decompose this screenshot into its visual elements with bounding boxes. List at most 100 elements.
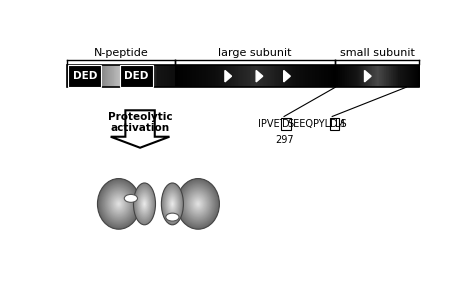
Bar xyxy=(393,65,394,87)
Bar xyxy=(153,65,155,87)
Bar xyxy=(385,65,386,87)
Bar xyxy=(382,65,383,87)
Bar xyxy=(412,65,413,87)
Bar xyxy=(295,65,297,87)
Bar xyxy=(396,65,397,87)
Bar xyxy=(263,65,264,87)
Bar xyxy=(303,65,304,87)
Bar xyxy=(218,65,219,87)
Bar xyxy=(236,65,238,87)
Ellipse shape xyxy=(140,195,149,213)
Bar xyxy=(351,65,352,87)
Bar xyxy=(270,65,271,87)
Ellipse shape xyxy=(144,203,145,205)
Bar xyxy=(276,65,278,87)
Bar xyxy=(116,65,118,87)
Ellipse shape xyxy=(191,195,206,213)
Ellipse shape xyxy=(196,201,200,206)
Bar xyxy=(134,65,136,87)
Bar xyxy=(362,65,363,87)
Circle shape xyxy=(124,194,137,202)
Bar xyxy=(201,65,203,87)
Ellipse shape xyxy=(163,185,182,223)
Bar xyxy=(353,65,354,87)
Bar xyxy=(179,65,181,87)
Text: DED: DED xyxy=(73,71,97,81)
Bar xyxy=(152,65,154,87)
Bar xyxy=(148,65,149,87)
Bar xyxy=(130,65,131,87)
Bar xyxy=(68,65,101,87)
Bar xyxy=(279,65,281,87)
Bar xyxy=(389,65,390,87)
Bar xyxy=(86,65,87,87)
Text: LS: LS xyxy=(335,119,347,129)
Ellipse shape xyxy=(112,196,125,211)
Text: DED: DED xyxy=(124,71,148,81)
Bar xyxy=(405,65,406,87)
Bar xyxy=(404,65,405,87)
Bar xyxy=(393,65,394,87)
Bar xyxy=(356,65,357,87)
Bar xyxy=(365,65,366,87)
Ellipse shape xyxy=(179,181,217,227)
Bar xyxy=(357,65,358,87)
Ellipse shape xyxy=(167,193,178,214)
Ellipse shape xyxy=(166,191,179,217)
Bar xyxy=(143,65,144,87)
Bar xyxy=(128,65,129,87)
Bar xyxy=(142,65,143,87)
Bar xyxy=(308,65,310,87)
Bar xyxy=(211,65,213,87)
Ellipse shape xyxy=(197,202,199,205)
Bar xyxy=(203,65,205,87)
Bar xyxy=(255,65,256,87)
Text: large subunit: large subunit xyxy=(218,48,292,58)
Bar xyxy=(97,65,99,87)
Polygon shape xyxy=(110,110,169,148)
Bar xyxy=(232,65,234,87)
Bar xyxy=(300,65,302,87)
Bar xyxy=(195,65,197,87)
Ellipse shape xyxy=(167,194,178,214)
Bar xyxy=(92,65,93,87)
Bar xyxy=(105,65,107,87)
Circle shape xyxy=(166,213,179,221)
Ellipse shape xyxy=(180,182,217,226)
Bar xyxy=(155,65,156,87)
Ellipse shape xyxy=(178,180,218,227)
Bar xyxy=(342,65,343,87)
Bar xyxy=(398,65,400,87)
Bar xyxy=(410,65,411,87)
Ellipse shape xyxy=(100,181,138,227)
Bar xyxy=(417,65,418,87)
Ellipse shape xyxy=(164,188,181,220)
Ellipse shape xyxy=(139,193,150,215)
Bar xyxy=(149,65,150,87)
Bar xyxy=(133,65,135,87)
Bar xyxy=(352,65,353,87)
Bar xyxy=(367,65,368,87)
Bar xyxy=(319,65,320,87)
Bar xyxy=(121,65,122,87)
Ellipse shape xyxy=(182,184,215,224)
Ellipse shape xyxy=(105,187,133,220)
Text: D: D xyxy=(282,119,290,129)
Ellipse shape xyxy=(134,184,155,224)
Bar xyxy=(310,65,311,87)
Bar xyxy=(251,65,253,87)
Bar xyxy=(87,65,89,87)
Bar xyxy=(76,65,77,87)
Ellipse shape xyxy=(143,202,146,206)
Ellipse shape xyxy=(162,184,182,223)
Ellipse shape xyxy=(109,193,128,215)
Bar xyxy=(389,65,390,87)
Ellipse shape xyxy=(143,201,146,206)
Ellipse shape xyxy=(164,189,180,219)
Ellipse shape xyxy=(98,179,139,229)
Ellipse shape xyxy=(112,196,126,212)
Ellipse shape xyxy=(102,184,135,224)
Bar xyxy=(109,65,110,87)
Text: 297: 297 xyxy=(275,134,294,144)
Bar xyxy=(359,65,360,87)
